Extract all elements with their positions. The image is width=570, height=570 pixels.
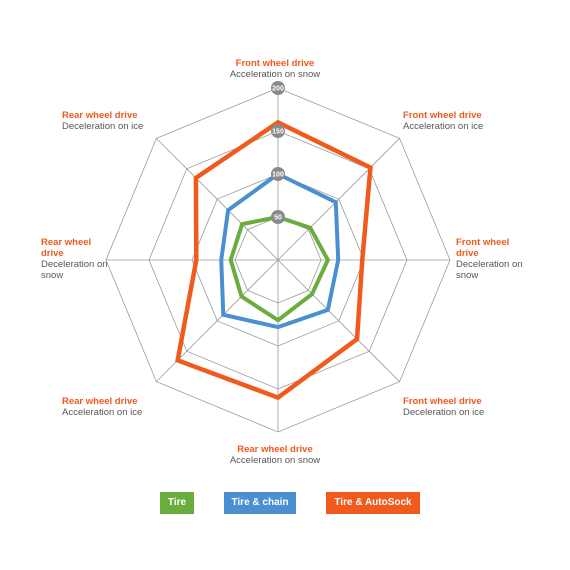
axis-label-6-line1: Rear wheel drive — [41, 237, 92, 259]
tick-label-2: 150 — [272, 129, 284, 136]
axis-label-1: Front wheel drive Acceleration on ice — [403, 110, 513, 132]
legend-tire: Tire — [160, 492, 194, 514]
tick-badge-2 — [271, 124, 285, 138]
grid-ring-1 — [191, 173, 365, 347]
grid-ring-2 — [148, 130, 408, 390]
axis-label-7-line1: Rear wheel drive — [62, 110, 138, 121]
tick-badge-1 — [271, 167, 285, 181]
axis-label-7-line2: Deceleration on ice — [62, 121, 144, 132]
tick-label-1: 100 — [272, 172, 284, 179]
axis-label-5-line2: Acceleration on ice — [62, 407, 143, 418]
axis-label-4-line1: Rear wheel drive — [237, 444, 313, 455]
axis-label-5: Rear wheel drive Acceleration on ice — [62, 396, 172, 418]
axis-label-4: Rear wheel drive Acceleration on snow — [200, 444, 350, 466]
legend-tire-and-autosock: Tire & AutoSock — [326, 492, 420, 514]
legend-tire-and-chain: Tire & chain — [224, 492, 296, 514]
axis-label-0: Front wheel drive Acceleration on snow — [200, 58, 350, 80]
axis-label-1-line1: Front wheel drive — [403, 110, 482, 121]
axis-label-2: Front wheel drive Deceleration on snow — [456, 237, 534, 281]
grid-ring-3 — [105, 87, 451, 433]
axis-label-7: Rear wheel drive Deceleration on ice — [62, 110, 172, 132]
tick-label-0: 50 — [274, 215, 282, 222]
axis-label-6-line2: Deceleration on snow — [41, 259, 108, 281]
axis-label-2-line1: Front wheel drive — [456, 237, 510, 259]
axis-label-5-line1: Rear wheel drive — [62, 396, 138, 407]
axis-label-2-line2: Deceleration on snow — [456, 259, 523, 281]
axis-label-6: Rear wheel drive Deceleration on snow — [41, 237, 113, 281]
axis-label-4-line2: Acceleration on snow — [229, 455, 321, 466]
tick-labels: 50 100 150 200 — [271, 81, 285, 224]
radar-grid — [105, 87, 451, 433]
series-layer — [175, 119, 373, 401]
series-line-0 — [228, 214, 331, 323]
tick-label-3: 200 — [272, 86, 284, 93]
axis-label-1-line2: Acceleration on ice — [403, 121, 484, 132]
axis-label-0-line1: Front wheel drive — [235, 58, 315, 69]
axis-label-3-line1: Front wheel drive — [403, 396, 482, 407]
tick-badge-3 — [271, 81, 285, 95]
axis-label-3-line2: Deceleration on ice — [403, 407, 485, 418]
tick-badge-0 — [271, 210, 285, 224]
axis-label-3: Front wheel drive Deceleration on ice — [403, 396, 513, 418]
axis-label-0-line2: Acceleration on snow — [229, 69, 321, 80]
grid-ring-0 — [234, 216, 322, 304]
